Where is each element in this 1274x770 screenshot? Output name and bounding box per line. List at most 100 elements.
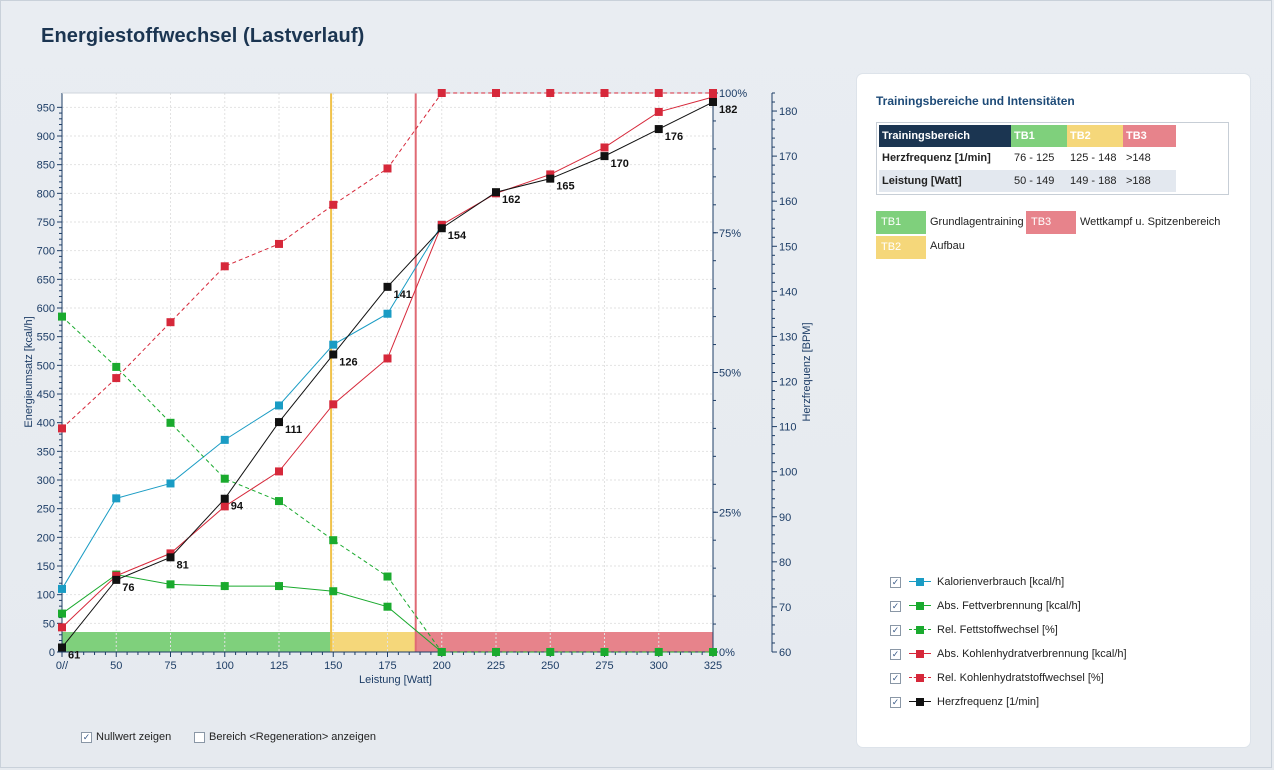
- heart-rate-tick-label: 170: [779, 151, 797, 163]
- data-point: [383, 602, 392, 611]
- data-point: [275, 467, 283, 476]
- heart-rate-data-label: 126: [339, 356, 357, 368]
- training-zones-table: Trainingsbereich TB1 TB2 TB3 Herzfrequen…: [876, 122, 1229, 195]
- data-point: [112, 362, 121, 371]
- data-point: [58, 643, 66, 652]
- data-point: [492, 89, 500, 97]
- zone-label-tb2: Aufbau: [930, 240, 965, 252]
- heart-rate-tick-label: 140: [779, 286, 797, 298]
- left-tick-label: 150: [37, 561, 55, 573]
- data-point: [329, 340, 338, 349]
- left-tick-label: 900: [37, 131, 55, 143]
- data-point: [437, 224, 446, 233]
- data-point: [709, 89, 717, 97]
- checkbox-checked-icon[interactable]: ✓: [890, 576, 901, 588]
- checkbox-checked-icon[interactable]: ✓: [890, 624, 901, 636]
- table-cell: Leistung [Watt]: [882, 175, 962, 187]
- right-axis-title: Herzfrequenz [BPM]: [801, 322, 813, 421]
- x-tick-label: 75: [164, 660, 176, 672]
- checkbox-checked-icon[interactable]: ✓: [890, 696, 901, 708]
- left-tick-label: 400: [37, 418, 55, 430]
- legend-toggle-heart-rate[interactable]: ✓ Herzfrequenz [1/min]: [890, 695, 1039, 709]
- data-point: [546, 648, 555, 656]
- left-tick-label: 650: [37, 274, 55, 286]
- legend-toggle-rel-fat[interactable]: ✓ Rel. Fettstoffwechsel [%]: [890, 623, 1058, 637]
- legend-label: Abs. Fettverbrennung [kcal/h]: [937, 600, 1081, 612]
- checkbox-unchecked-icon[interactable]: [194, 731, 205, 743]
- series-marker-icon: [909, 673, 931, 683]
- legend-toggle-calories[interactable]: ✓ Kalorienverbrauch [kcal/h]: [890, 575, 1064, 589]
- x-tick-label: 250: [541, 660, 559, 672]
- page-title: Energiestoffwechsel (Lastverlauf): [41, 25, 365, 47]
- legend-toggle-abs-carb[interactable]: ✓ Abs. Kohlenhydratverbrennung [kcal/h]: [890, 647, 1127, 661]
- show-regeneration-label: Bereich <Regeneration> anzeigen: [209, 731, 376, 743]
- data-point: [58, 609, 66, 618]
- table-header-cell: TB1: [1011, 125, 1067, 147]
- data-point: [329, 587, 338, 596]
- heart-rate-data-label: 162: [502, 194, 520, 206]
- zone-swatch-tb2: TB2: [876, 236, 926, 259]
- data-point: [383, 572, 392, 581]
- show-zero-value-checkbox[interactable]: ✓ Nullwert zeigen: [81, 731, 171, 743]
- table-cell: >188: [1126, 175, 1151, 187]
- data-point: [437, 89, 446, 97]
- data-point: [383, 164, 392, 173]
- left-tick-label: 600: [37, 303, 55, 315]
- heart-rate-tick-label: 150: [779, 241, 797, 253]
- table-cell: 76 - 125: [1014, 152, 1055, 164]
- data-point: [166, 553, 175, 562]
- heart-rate-data-label: 141: [394, 289, 412, 301]
- legend-toggle-rel-carb[interactable]: ✓ Rel. Kohlenhydratstoffwechsel [%]: [890, 671, 1104, 685]
- heart-rate-tick-label: 120: [779, 377, 797, 389]
- legend-label: Rel. Fettstoffwechsel [%]: [937, 624, 1058, 636]
- plot-area: [62, 93, 713, 652]
- data-point: [492, 648, 500, 656]
- zone-band: [331, 632, 416, 652]
- data-point: [600, 89, 609, 97]
- left-tick-label: 950: [37, 102, 55, 114]
- data-point: [58, 312, 66, 321]
- table-cell: >148: [1126, 152, 1151, 164]
- data-point: [58, 584, 66, 593]
- x-tick-label: 300: [650, 660, 668, 672]
- checkbox-checked-icon[interactable]: ✓: [890, 600, 901, 612]
- heart-rate-tick-label: 130: [779, 331, 797, 343]
- heart-rate-data-label: 165: [556, 181, 574, 193]
- percent-tick-label: 75%: [719, 228, 741, 240]
- data-point: [220, 494, 229, 503]
- x-tick-label: 125: [270, 660, 288, 672]
- series-marker-icon: [909, 577, 931, 587]
- heart-rate-data-label: 76: [122, 582, 134, 594]
- percent-tick-label: 25%: [719, 507, 741, 519]
- data-point: [112, 374, 121, 383]
- x-tick-label: 225: [487, 660, 505, 672]
- legend-label: Kalorienverbrauch [kcal/h]: [937, 576, 1065, 588]
- x-tick-label: 275: [595, 660, 613, 672]
- heart-rate-tick-label: 180: [779, 106, 797, 118]
- checkbox-checked-icon[interactable]: ✓: [890, 672, 901, 684]
- heart-rate-tick-label: 160: [779, 196, 797, 208]
- percent-tick-label: 100%: [719, 88, 747, 100]
- left-tick-label: 350: [37, 446, 55, 458]
- data-point: [654, 107, 663, 116]
- legend-toggle-abs-fat[interactable]: ✓ Abs. Fettverbrennung [kcal/h]: [890, 599, 1081, 613]
- legend-label: Rel. Kohlenhydratstoffwechsel [%]: [937, 672, 1104, 684]
- checkbox-checked-icon[interactable]: ✓: [890, 648, 901, 660]
- panel-title: Trainingsbereiche und Intensitäten: [876, 94, 1075, 108]
- show-regeneration-checkbox[interactable]: Bereich <Regeneration> anzeigen: [194, 731, 376, 743]
- left-tick-label: 200: [37, 532, 55, 544]
- checkbox-checked-icon[interactable]: ✓: [81, 731, 92, 743]
- left-tick-label: 850: [37, 160, 55, 172]
- series-marker-icon: [909, 601, 931, 611]
- data-point: [166, 580, 175, 589]
- data-point: [600, 152, 609, 161]
- left-tick-label: 50: [43, 618, 55, 630]
- heart-rate-data-label: 154: [448, 230, 467, 242]
- data-point: [546, 89, 555, 97]
- heart-rate-data-label: 61: [68, 649, 80, 661]
- data-point: [709, 98, 717, 107]
- heart-rate-tick-label: 60: [779, 647, 791, 659]
- data-point: [654, 89, 663, 97]
- training-zones-panel: Trainingsbereiche und Intensitäten Train…: [857, 74, 1250, 747]
- data-point: [58, 424, 66, 433]
